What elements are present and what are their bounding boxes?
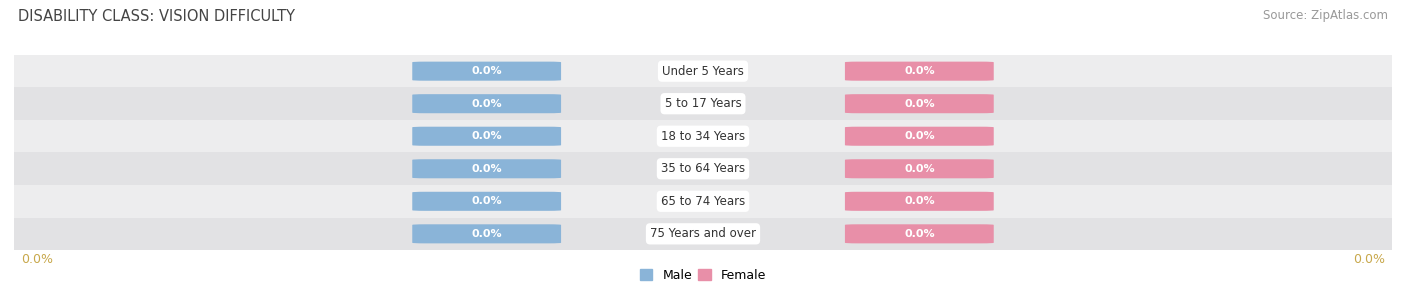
FancyBboxPatch shape — [412, 62, 561, 81]
Text: Source: ZipAtlas.com: Source: ZipAtlas.com — [1263, 9, 1388, 22]
FancyBboxPatch shape — [412, 127, 561, 146]
FancyBboxPatch shape — [412, 159, 561, 178]
Text: 0.0%: 0.0% — [471, 66, 502, 76]
Text: 75 Years and over: 75 Years and over — [650, 227, 756, 240]
Text: 65 to 74 Years: 65 to 74 Years — [661, 195, 745, 208]
Text: 0.0%: 0.0% — [471, 99, 502, 109]
Text: 0.0%: 0.0% — [904, 196, 935, 206]
Text: 0.0%: 0.0% — [471, 229, 502, 239]
Text: 5 to 17 Years: 5 to 17 Years — [665, 97, 741, 110]
Bar — [14, 152, 1392, 185]
FancyBboxPatch shape — [845, 94, 994, 113]
Text: 0.0%: 0.0% — [904, 99, 935, 109]
Text: DISABILITY CLASS: VISION DIFFICULTY: DISABILITY CLASS: VISION DIFFICULTY — [18, 9, 295, 24]
Bar — [14, 217, 1392, 250]
FancyBboxPatch shape — [845, 159, 994, 178]
FancyBboxPatch shape — [845, 62, 994, 81]
Text: 0.0%: 0.0% — [904, 229, 935, 239]
Text: Under 5 Years: Under 5 Years — [662, 65, 744, 78]
FancyBboxPatch shape — [845, 224, 994, 243]
Bar — [14, 185, 1392, 217]
Text: 35 to 64 Years: 35 to 64 Years — [661, 162, 745, 175]
FancyBboxPatch shape — [412, 224, 561, 243]
Text: 0.0%: 0.0% — [471, 164, 502, 174]
Bar — [14, 120, 1392, 152]
Text: 0.0%: 0.0% — [904, 131, 935, 141]
Bar — [14, 55, 1392, 88]
Text: 0.0%: 0.0% — [21, 253, 53, 266]
Text: 0.0%: 0.0% — [904, 66, 935, 76]
Text: 18 to 34 Years: 18 to 34 Years — [661, 130, 745, 143]
Text: 0.0%: 0.0% — [1353, 253, 1385, 266]
Text: 0.0%: 0.0% — [471, 131, 502, 141]
FancyBboxPatch shape — [412, 192, 561, 211]
FancyBboxPatch shape — [845, 127, 994, 146]
Text: 0.0%: 0.0% — [904, 164, 935, 174]
Bar — [14, 88, 1392, 120]
Legend: Male, Female: Male, Female — [636, 264, 770, 287]
Text: 0.0%: 0.0% — [471, 196, 502, 206]
FancyBboxPatch shape — [412, 94, 561, 113]
FancyBboxPatch shape — [845, 192, 994, 211]
